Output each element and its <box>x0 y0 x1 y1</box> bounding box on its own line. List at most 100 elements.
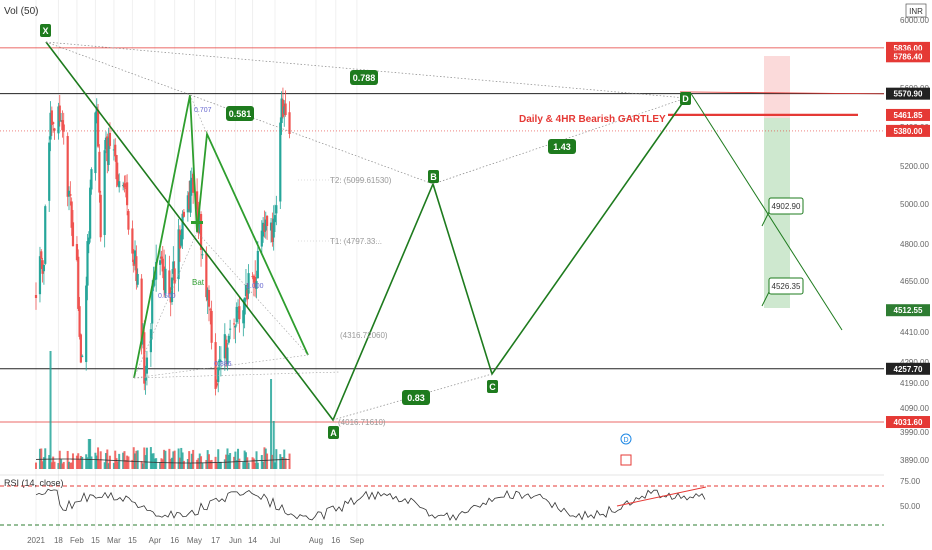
volume-bar <box>266 453 269 469</box>
price-level-label: 5380.00 <box>894 127 923 136</box>
candle-body <box>234 325 237 328</box>
candle-body <box>78 306 81 337</box>
volume-bar <box>155 458 158 469</box>
volume-bar <box>192 449 195 469</box>
volume-bar <box>182 460 185 469</box>
price-tick-label: 4190.00 <box>900 379 929 388</box>
price-tick-label: 5200.00 <box>900 162 929 171</box>
candle-body <box>243 297 246 315</box>
candle-body <box>135 256 138 282</box>
volume-bar <box>106 449 109 469</box>
candle-body <box>178 230 182 249</box>
volume-bar <box>217 449 220 469</box>
volume-bar <box>57 463 60 469</box>
pivot-marker <box>328 426 339 439</box>
volume-bar <box>145 447 148 469</box>
volume-bar <box>242 462 245 469</box>
volume-bar <box>140 461 143 469</box>
candle-body <box>180 234 183 246</box>
rsi-indicator-label[interactable]: RSI (14, close) <box>4 478 64 488</box>
currency-badge-label: INR <box>909 7 923 16</box>
time-tick-label: 2021 <box>27 536 45 545</box>
time-tick-label: Apr <box>149 536 162 545</box>
candle-body <box>126 182 129 206</box>
candle-body <box>79 334 82 363</box>
volume-bar <box>288 453 291 469</box>
volume-bar <box>70 462 73 469</box>
volume-bar <box>132 447 135 469</box>
volume-bar <box>97 447 100 469</box>
volume-bar <box>62 461 65 469</box>
volume-bar <box>281 457 284 469</box>
price-level-label: 4512.55 <box>894 306 923 315</box>
volume-bar <box>180 447 183 469</box>
event-marker <box>620 454 632 466</box>
price-level-tag <box>886 87 930 100</box>
bat-ratio: 0.886 <box>214 361 232 368</box>
candle-body <box>140 278 143 342</box>
candle-body <box>153 276 156 281</box>
volume-bar <box>206 450 209 469</box>
fib-retrace-line <box>45 41 434 185</box>
volume-bar <box>104 453 107 469</box>
price-level-label: 5836.00 <box>894 44 923 53</box>
candle-body <box>210 310 213 343</box>
candle-body <box>34 294 38 298</box>
volume-bar <box>280 457 283 469</box>
candle-body <box>172 261 175 274</box>
candle-body <box>219 360 222 363</box>
volume-bar <box>48 455 51 469</box>
volume-bar <box>160 458 163 469</box>
price-level-tag <box>886 50 930 63</box>
pivot-label-d: D <box>682 94 689 104</box>
candle-body <box>116 174 119 186</box>
candle-body <box>236 311 240 313</box>
event-badge-label: D <box>623 437 628 444</box>
candle-body <box>232 323 236 325</box>
volume-bar <box>226 448 229 469</box>
candle-body <box>118 181 121 188</box>
volume-bar <box>186 458 189 469</box>
volume-bar <box>197 458 200 469</box>
volume-bar <box>229 453 232 469</box>
candle-body <box>44 206 47 264</box>
volume-bar <box>210 459 213 469</box>
target-callout-pointer <box>761 291 770 307</box>
time-tick-label: Jun <box>229 536 242 545</box>
volume-bar <box>89 439 92 469</box>
candle-body <box>71 222 75 247</box>
target-t2-label: T2: (5099.61530) <box>330 176 392 185</box>
price-level-label: 5461.85 <box>894 111 923 120</box>
volume-bar <box>163 449 166 469</box>
candle-body <box>62 124 65 132</box>
price-level-tag <box>886 108 930 121</box>
candle-body <box>190 177 193 185</box>
candle-body <box>159 260 162 265</box>
candle-body <box>168 270 171 294</box>
candle-body <box>49 112 52 140</box>
bat-ratio: 1.000 <box>246 283 264 290</box>
time-tick-label: Jul <box>270 536 280 545</box>
volume-bar <box>127 456 130 469</box>
candle-body <box>265 215 269 226</box>
candle-body <box>50 110 53 125</box>
candle-body <box>251 276 254 278</box>
volume-bar <box>44 448 47 469</box>
candle-body <box>238 306 241 320</box>
candle-body <box>40 251 43 259</box>
candle-body <box>94 112 97 174</box>
volume-indicator-label[interactable]: Vol (50) <box>4 6 38 17</box>
volume-bar <box>108 455 111 469</box>
price-level-tag <box>886 416 930 429</box>
candle-body <box>57 106 60 134</box>
volume-bar <box>274 462 277 469</box>
candle-body <box>181 213 184 240</box>
volume-bar <box>255 451 258 469</box>
candle-body <box>151 286 154 324</box>
pattern-title: Daily & 4HR Bearish GARTLEY <box>519 114 666 125</box>
risk-zone <box>764 56 790 118</box>
volume-bar <box>123 451 126 469</box>
volume-bar <box>159 462 162 469</box>
volume-bar <box>38 448 41 469</box>
